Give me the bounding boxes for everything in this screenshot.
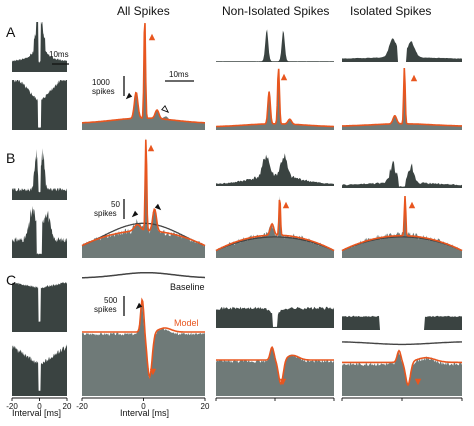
hist-c-iso	[342, 352, 462, 396]
col-title-all: All Spikes	[117, 4, 170, 18]
model-label: Model	[174, 318, 199, 328]
baseline-curve-c-iso	[342, 341, 462, 346]
scale-label-b-unit: spikes	[94, 209, 117, 218]
mini-hist-b-top	[12, 148, 67, 200]
hist-a-non	[216, 72, 334, 130]
marker-c-trough	[149, 368, 157, 376]
marker-b-left	[131, 210, 139, 218]
hist-b-non-top	[216, 153, 334, 186]
x-left-tick-label: -20	[6, 402, 18, 411]
col-title-non-isolated: Non-Isolated Spikes	[222, 4, 329, 18]
hist-b-non	[216, 196, 334, 258]
mini-hist-a-top	[12, 22, 67, 72]
x-main-tick-label: -20	[76, 402, 88, 411]
scale-label-c-value: 500	[104, 296, 118, 305]
hist-a-iso-top	[342, 38, 462, 62]
baseline-curve-b-all	[81, 222, 206, 247]
col-title-isolated: Isolated Spikes	[350, 4, 431, 18]
hist-b-iso	[342, 201, 462, 258]
marker-b-non-peak	[282, 201, 290, 209]
model-curve-b-iso	[341, 195, 463, 252]
scale-label-10ms-big: 10ms	[169, 70, 189, 79]
hist-c-non	[216, 348, 334, 396]
baseline-curve-b-non	[215, 236, 335, 252]
row-label-b: B	[6, 150, 15, 166]
marker-c-top	[135, 302, 143, 310]
marker-b-peak	[147, 144, 155, 152]
hist-c-non-top	[216, 306, 334, 328]
baseline-label: Baseline	[170, 282, 205, 292]
model-curve-c-iso	[342, 349, 462, 387]
marker-a-iso-peak	[410, 74, 418, 82]
x-main-tick-label: 20	[201, 402, 210, 411]
mini-hist-b-bottom	[12, 206, 67, 258]
scale-label-a-value: 1000	[92, 78, 110, 87]
model-curve-a-non	[216, 68, 334, 128]
scale-label-10ms-small: 10ms	[49, 50, 69, 59]
model-curve-a-all	[82, 23, 205, 124]
baseline-trace-c	[82, 271, 205, 279]
model-curve-b-all	[81, 139, 206, 247]
hist-b-all	[82, 137, 205, 258]
model-curve-b-non	[215, 199, 335, 252]
x-left-tick-label: 0	[37, 402, 42, 411]
x-axis-title-main: Interval [ms]	[120, 408, 169, 418]
marker-c-iso-trough	[414, 378, 422, 386]
row-label-c: C	[6, 272, 16, 288]
mini-hist-c-top	[12, 282, 67, 332]
x-axis-title-left: Interval [ms]	[12, 408, 61, 418]
marker-c-non-trough	[279, 378, 287, 386]
model-curve-a-iso	[342, 67, 462, 127]
scale-label-b-value: 50	[111, 200, 120, 209]
mini-hist-c-bottom	[12, 344, 67, 396]
hist-c-iso-top	[342, 315, 462, 330]
marker-a-left	[125, 92, 133, 100]
marker-a-peak	[148, 33, 156, 41]
row-label-a: A	[6, 24, 16, 40]
mini-hist-a-bottom	[12, 80, 67, 130]
x-left-tick-label: 20	[63, 402, 72, 411]
marker-a-non-peak	[280, 73, 288, 81]
hist-c-all	[82, 299, 205, 396]
hist-a-non-top	[216, 29, 334, 62]
model-curve-c-non	[216, 345, 334, 386]
hist-b-iso-top	[342, 160, 462, 188]
x-main-tick-label: 0	[141, 402, 146, 411]
scale-label-c-unit: spikes	[94, 305, 117, 314]
marker-b-iso-peak	[408, 201, 416, 209]
scale-label-a-unit: spikes	[92, 87, 115, 96]
marker-b-right	[154, 203, 162, 211]
marker-a-right	[161, 104, 170, 114]
model-curve-c-all	[82, 297, 205, 380]
